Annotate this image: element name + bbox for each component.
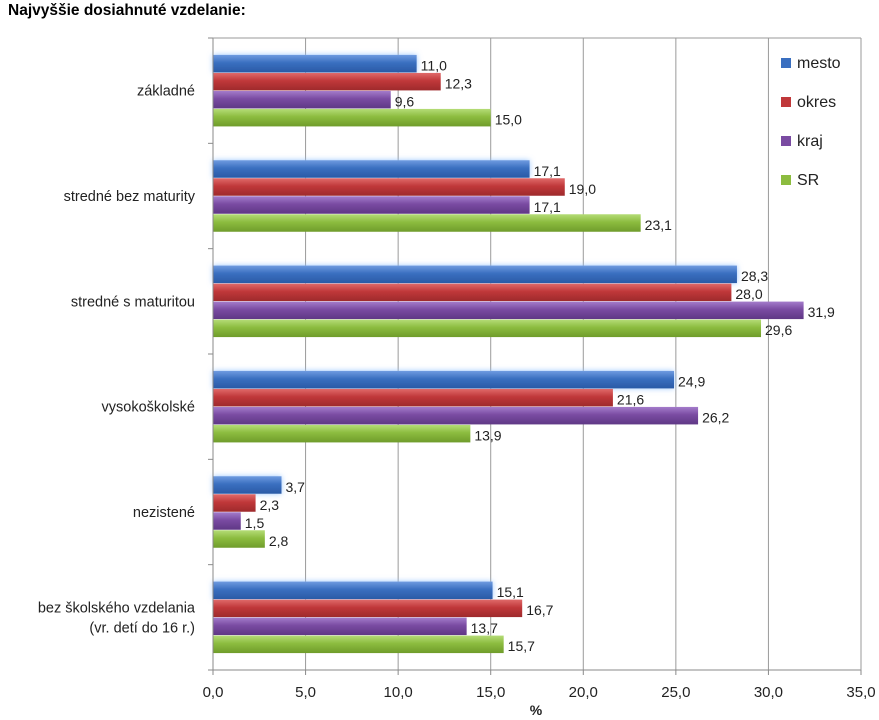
data-label: 17,1 [534, 199, 561, 215]
legend-swatch [781, 175, 791, 185]
data-label: 16,7 [526, 602, 553, 618]
data-label: 3,7 [286, 479, 306, 495]
legend-swatch [781, 136, 791, 146]
category-label: (vr. detí do 16 r.) [89, 620, 195, 636]
x-tick-label: 5,0 [295, 684, 316, 701]
category-label: bez školského vzdelania [38, 600, 196, 616]
bar-SR [213, 424, 471, 443]
category-label: nezistené [133, 505, 195, 521]
bar-okres [213, 178, 565, 196]
bar-SR [213, 319, 762, 338]
x-tick-label: 10,0 [384, 684, 413, 701]
bar-okres [213, 388, 613, 407]
bar-SR [213, 108, 491, 127]
bar-mesto [213, 581, 493, 600]
category-label: stredné s maturitou [71, 294, 195, 310]
x-tick-label: 0,0 [203, 684, 224, 701]
data-label: 28,3 [741, 268, 768, 284]
data-label: 1,5 [245, 515, 265, 531]
bar-mesto [213, 54, 417, 73]
x-tick-label: 30,0 [754, 684, 783, 701]
chart-title: Najvyššie dosiahnuté vzdelanie: [8, 2, 246, 19]
legend-label: okres [797, 94, 836, 111]
data-label: 15,7 [508, 638, 535, 654]
bar-kraj [213, 512, 241, 530]
data-label: 19,0 [569, 181, 596, 197]
data-label: 12,3 [445, 75, 472, 91]
bar-okres [213, 599, 523, 618]
data-label: 15,1 [497, 584, 524, 600]
legend-label: SR [797, 172, 819, 189]
data-label: 31,9 [808, 304, 835, 320]
category-label: vysokoškolské [102, 400, 195, 416]
data-label: 2,8 [269, 533, 289, 549]
bar-SR [213, 635, 504, 654]
legend-label: mesto [797, 55, 841, 72]
x-tick-label: 25,0 [661, 684, 690, 701]
bar-mesto [213, 160, 530, 178]
bar-kraj [213, 301, 804, 320]
x-tick-label: 15,0 [476, 684, 505, 701]
category-label: stredné bez maturity [64, 189, 196, 205]
bar-kraj [213, 406, 699, 425]
data-label: 28,0 [735, 286, 762, 302]
bar-mesto [213, 370, 675, 389]
data-label: 23,1 [645, 217, 672, 233]
data-label: 15,0 [495, 111, 522, 127]
data-label: 13,7 [471, 620, 498, 636]
bar-SR [213, 530, 265, 548]
data-label: 17,1 [534, 163, 561, 179]
bar-okres [213, 72, 441, 91]
x-tick-label: 20,0 [569, 684, 598, 701]
data-label: 9,6 [395, 93, 415, 109]
bar-kraj [213, 90, 391, 109]
bar-mesto [213, 265, 737, 284]
data-label: 21,6 [617, 391, 644, 407]
legend-label: kraj [797, 133, 823, 150]
legend-swatch [781, 97, 791, 107]
bar-okres [213, 283, 732, 302]
bar-kraj [213, 617, 467, 636]
data-label: 29,6 [765, 322, 792, 338]
data-label: 2,3 [260, 497, 280, 513]
data-label: 24,9 [678, 373, 705, 389]
bar-kraj [213, 196, 530, 214]
data-label: 13,9 [474, 427, 501, 443]
x-axis-title: % [530, 702, 543, 718]
x-tick-label: 35,0 [846, 684, 875, 701]
data-label: 11,0 [421, 57, 447, 73]
bar-mesto [213, 476, 282, 494]
bar-SR [213, 214, 641, 232]
data-label: 26,2 [702, 409, 729, 425]
bar-okres [213, 494, 256, 512]
legend-swatch [781, 58, 791, 68]
category-label: základné [137, 84, 195, 100]
